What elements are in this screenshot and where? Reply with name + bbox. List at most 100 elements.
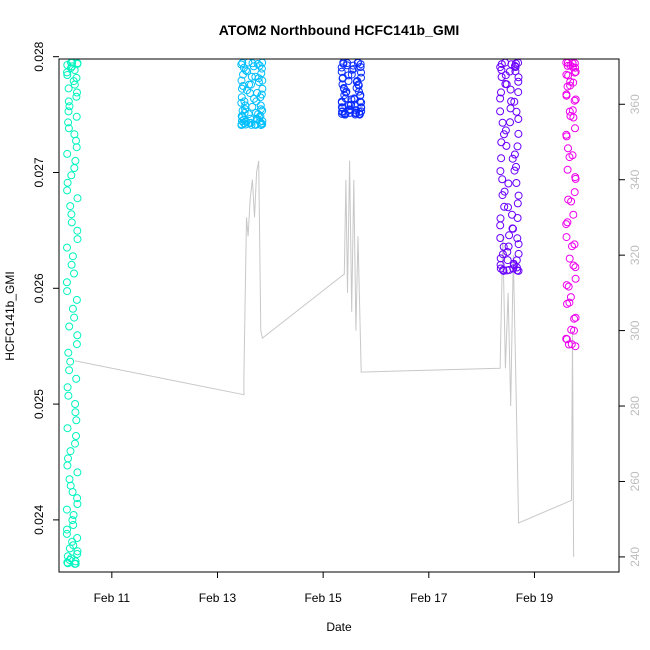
data-point	[510, 97, 519, 106]
data-point	[70, 269, 78, 278]
data-point	[337, 63, 346, 72]
data-point	[514, 88, 523, 97]
data-point	[258, 84, 267, 93]
data-point	[498, 175, 507, 184]
data-point	[72, 92, 81, 101]
data-point	[570, 96, 579, 105]
data-point	[248, 59, 257, 68]
data-point	[513, 142, 522, 151]
secondary-line-layer	[74, 160, 575, 557]
data-point	[514, 77, 523, 86]
data-point	[72, 374, 81, 383]
data-point	[564, 144, 572, 153]
data-point	[63, 243, 71, 252]
data-point	[69, 521, 78, 529]
data-point	[338, 73, 347, 82]
data-point	[509, 259, 518, 268]
data-point	[514, 115, 523, 123]
data-point	[65, 322, 74, 331]
data-point	[571, 313, 580, 322]
data-point	[562, 91, 571, 100]
data-point	[72, 340, 81, 349]
data-point	[73, 534, 82, 542]
data-point	[73, 500, 82, 508]
secondary-series-line	[74, 160, 575, 557]
x-tick-label: Feb 11	[94, 591, 131, 605]
data-point	[566, 293, 575, 302]
data-point	[499, 265, 508, 274]
data-point	[73, 88, 81, 97]
data-point	[496, 94, 505, 103]
data-point	[569, 261, 578, 270]
data-point	[562, 281, 571, 290]
data-point	[570, 240, 579, 249]
data-point	[67, 171, 76, 180]
data-point	[66, 357, 75, 366]
data-point	[66, 202, 75, 211]
data-point	[339, 84, 348, 92]
data-point	[347, 100, 356, 109]
data-point	[356, 63, 365, 71]
data-point	[67, 210, 76, 219]
data-point	[501, 80, 510, 88]
data-point	[503, 247, 512, 256]
data-point	[514, 129, 523, 138]
data-point	[562, 130, 571, 139]
data-point	[510, 150, 519, 159]
data-point	[347, 70, 356, 79]
data-point	[251, 72, 260, 81]
data-point	[566, 61, 575, 70]
data-point	[514, 249, 523, 258]
data-point	[246, 89, 254, 97]
data-point	[512, 179, 521, 187]
y-tick-label: 0.028	[32, 41, 46, 71]
data-point	[564, 195, 573, 204]
data-point	[571, 274, 580, 283]
data-point	[64, 107, 73, 116]
data-point	[68, 537, 77, 546]
chart-title: ATOM2 Northbound HCFC141b_GMI	[219, 22, 460, 38]
data-point	[562, 335, 571, 344]
data-point	[64, 97, 73, 106]
data-point	[68, 62, 77, 71]
data-point	[571, 173, 580, 182]
data-point	[63, 68, 71, 77]
data-point	[348, 65, 357, 74]
data-point	[497, 88, 505, 97]
data-point	[570, 68, 579, 77]
data-point	[72, 432, 80, 440]
data-point	[337, 103, 346, 112]
data-point	[497, 154, 506, 163]
data-point	[72, 416, 81, 425]
data-point	[567, 340, 576, 349]
data-point	[506, 104, 515, 113]
data-point	[500, 202, 509, 211]
data-point	[71, 408, 80, 417]
data-point	[255, 61, 264, 70]
data-point	[62, 505, 71, 514]
data-point	[514, 240, 523, 249]
data-point	[257, 90, 266, 99]
data-point	[73, 547, 82, 556]
data-point	[63, 383, 72, 392]
data-point	[71, 400, 80, 408]
data-point	[353, 77, 362, 85]
y-tick-label: 0.027	[32, 157, 46, 187]
data-point	[514, 191, 523, 200]
data-point	[66, 447, 75, 456]
data-point	[65, 475, 74, 484]
data-point	[501, 126, 510, 135]
data-point	[239, 63, 248, 72]
data-point	[356, 91, 365, 100]
data-point	[68, 304, 77, 313]
data-point	[510, 166, 519, 175]
data-point	[565, 298, 574, 307]
data-point	[513, 266, 522, 275]
data-point	[563, 165, 572, 174]
data-point	[71, 156, 80, 165]
x-axis: Feb 11 Feb 13 Feb 15 Feb 17 Feb 19	[94, 572, 553, 605]
data-point	[511, 59, 520, 68]
data-point	[72, 295, 81, 304]
data-point	[567, 325, 576, 334]
